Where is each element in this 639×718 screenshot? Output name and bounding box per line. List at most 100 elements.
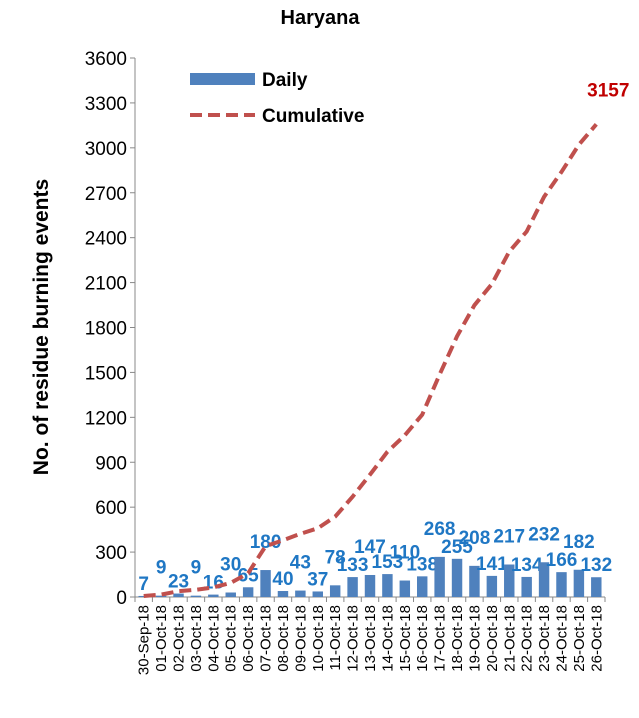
x-tick-label: 25-Oct-18 [571, 605, 588, 672]
y-tick-label: 900 [95, 453, 127, 474]
bar [277, 591, 289, 597]
data-label: 141 [476, 554, 508, 575]
bar [242, 587, 254, 597]
x-tick-label: 08-Oct-18 [275, 605, 292, 672]
x-tick-label: 01-Oct-18 [153, 605, 170, 672]
bar [173, 593, 184, 597]
legend-label: Daily [262, 70, 308, 91]
y-tick-label: 3300 [85, 94, 127, 115]
bar [556, 572, 567, 597]
x-tick-label: 19-Oct-18 [466, 605, 483, 672]
bar [190, 595, 202, 597]
data-label: 37 [307, 569, 328, 590]
bar [486, 575, 498, 597]
y-tick-label: 300 [95, 543, 127, 564]
y-tick-label: 2100 [85, 274, 127, 295]
bar [155, 595, 167, 597]
data-label: 132 [580, 555, 612, 576]
data-label: 7 [138, 574, 149, 595]
x-tick-label: 20-Oct-18 [484, 605, 501, 672]
bar [138, 595, 149, 597]
x-tick-label: 11-Oct-18 [327, 605, 344, 671]
data-label: 9 [191, 558, 202, 579]
data-label: 110 [389, 543, 420, 564]
y-tick-label: 0 [116, 588, 127, 609]
data-label: 40 [272, 569, 293, 590]
x-tick-label: 26-Oct-18 [588, 605, 605, 672]
bar [208, 594, 219, 597]
data-label: 30 [220, 555, 241, 576]
x-tick-label: 14-Oct-18 [379, 605, 396, 672]
x-tick-label: 03-Oct-18 [188, 605, 205, 672]
bar [312, 591, 323, 597]
data-label: 153 [372, 552, 404, 573]
bar [504, 564, 515, 597]
bar [451, 558, 463, 597]
y-tick-label: 3000 [85, 139, 127, 160]
x-tick-label: 22-Oct-18 [519, 605, 536, 672]
x-tick-label: 05-Oct-18 [223, 605, 240, 672]
data-label: 268 [424, 519, 456, 540]
x-tick-label: 18-Oct-18 [449, 605, 466, 672]
bar [573, 569, 585, 597]
data-label: 217 [493, 527, 525, 548]
data-label: 3157 [587, 80, 629, 101]
bar [295, 590, 306, 597]
x-tick-label: 24-Oct-18 [553, 605, 570, 672]
bar [260, 570, 271, 597]
bar [382, 574, 393, 597]
data-label: 134 [511, 555, 543, 576]
bar [469, 565, 480, 597]
x-tick-label: 16-Oct-18 [414, 605, 431, 672]
x-tick-label: 07-Oct-18 [258, 605, 275, 672]
legend-label: Cumulative [262, 106, 364, 127]
bar [347, 577, 358, 597]
data-label: 133 [337, 555, 369, 576]
data-label: 9 [156, 558, 167, 579]
x-tick-label: 15-Oct-18 [397, 605, 414, 672]
data-label: 147 [354, 537, 386, 558]
x-tick-label: 06-Oct-18 [240, 605, 257, 672]
y-axis-label: No. of residue burning events [30, 179, 53, 475]
bar [329, 585, 341, 597]
y-tick-label: 3600 [85, 49, 127, 70]
bar [591, 577, 602, 597]
y-tick-label: 1800 [85, 319, 127, 340]
x-tick-label: 21-Oct-18 [501, 605, 518, 672]
bar [434, 556, 445, 597]
chart-title: Haryana [281, 7, 361, 29]
y-tick-label: 600 [95, 498, 127, 519]
x-tick-label: 17-Oct-18 [432, 605, 449, 672]
legend-swatch [190, 73, 255, 85]
bar [417, 576, 428, 597]
y-tick-label: 1500 [85, 363, 127, 384]
bar [399, 580, 411, 597]
x-tick-label: 30-Sep-18 [136, 605, 153, 675]
bar [364, 574, 376, 597]
x-tick-label: 02-Oct-18 [171, 605, 188, 672]
data-label: 255 [441, 537, 473, 558]
x-tick-label: 09-Oct-18 [292, 605, 309, 672]
data-label: 78 [325, 547, 346, 568]
x-tick-label: 23-Oct-18 [536, 605, 553, 672]
data-label: 180 [250, 532, 282, 553]
x-tick-label: 04-Oct-18 [205, 605, 222, 672]
data-label: 43 [290, 553, 311, 574]
y-tick-label: 1200 [85, 408, 127, 429]
y-tick-label: 2400 [85, 229, 127, 250]
bar [521, 576, 532, 597]
x-tick-label: 10-Oct-18 [310, 605, 327, 672]
x-tick-label: 12-Oct-18 [345, 605, 362, 672]
data-label: 65 [238, 565, 260, 586]
bar [225, 592, 236, 597]
data-label: 182 [563, 532, 595, 553]
data-label: 138 [406, 554, 438, 575]
data-label: 166 [546, 550, 578, 571]
data-label: 208 [459, 528, 491, 549]
y-tick-label: 2700 [85, 184, 127, 205]
bar [538, 562, 550, 597]
cumulative-line [143, 123, 598, 598]
data-label: 23 [168, 572, 189, 593]
data-label: 232 [528, 524, 560, 545]
